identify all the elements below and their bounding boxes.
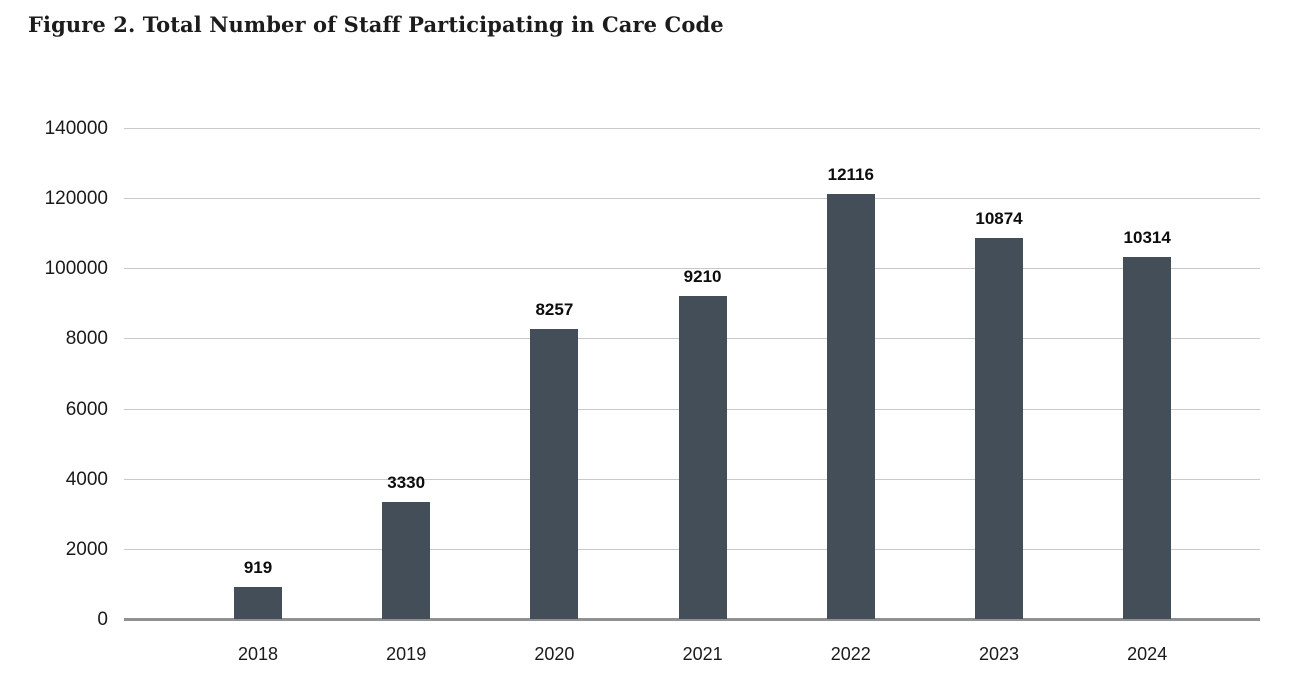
bar-value-label: 12116	[827, 165, 874, 185]
y-tick-label: 2000	[65, 538, 108, 560]
x-tick-label: 2023	[978, 644, 1020, 664]
y-tick-label: 4000	[65, 468, 108, 490]
bar-value-label: 10874	[975, 208, 1023, 228]
x-axis-line	[124, 618, 1260, 621]
bar-value-label: 9210	[683, 266, 722, 286]
bar-2023	[975, 237, 1023, 619]
bar-2024	[1123, 257, 1172, 619]
x-tick-label: 2024	[1127, 644, 1168, 664]
gridline	[124, 128, 1260, 129]
y-tick-label: 100000	[44, 258, 108, 280]
bar-2022	[826, 194, 875, 619]
chart-title: Figure 2. Total Number of Staff Particip…	[28, 12, 724, 37]
gridline	[124, 268, 1260, 270]
bar-2021	[678, 295, 727, 619]
x-tick-label: 2018	[237, 644, 279, 664]
bar-value-label: 8257	[535, 300, 574, 320]
y-tick-label: 0	[97, 609, 108, 630]
gridline	[124, 198, 1260, 200]
y-tick-label: 120000	[44, 188, 108, 210]
bar-2019	[382, 502, 431, 619]
x-tick-label: 2020	[534, 644, 575, 664]
bar-value-label: 919	[243, 557, 273, 577]
bar-2018	[234, 586, 282, 619]
y-tick-label: 6000	[65, 398, 108, 420]
y-tick-label: 8000	[65, 328, 108, 350]
y-tick-label: 140000	[44, 118, 108, 139]
x-tick-label: 2022	[830, 644, 871, 664]
x-tick-label: 2019	[386, 644, 427, 664]
bar-value-label: 10314	[1123, 228, 1171, 248]
bar-value-label: 3330	[387, 473, 426, 493]
bar-2020	[530, 329, 579, 619]
x-tick-label: 2021	[682, 644, 723, 664]
